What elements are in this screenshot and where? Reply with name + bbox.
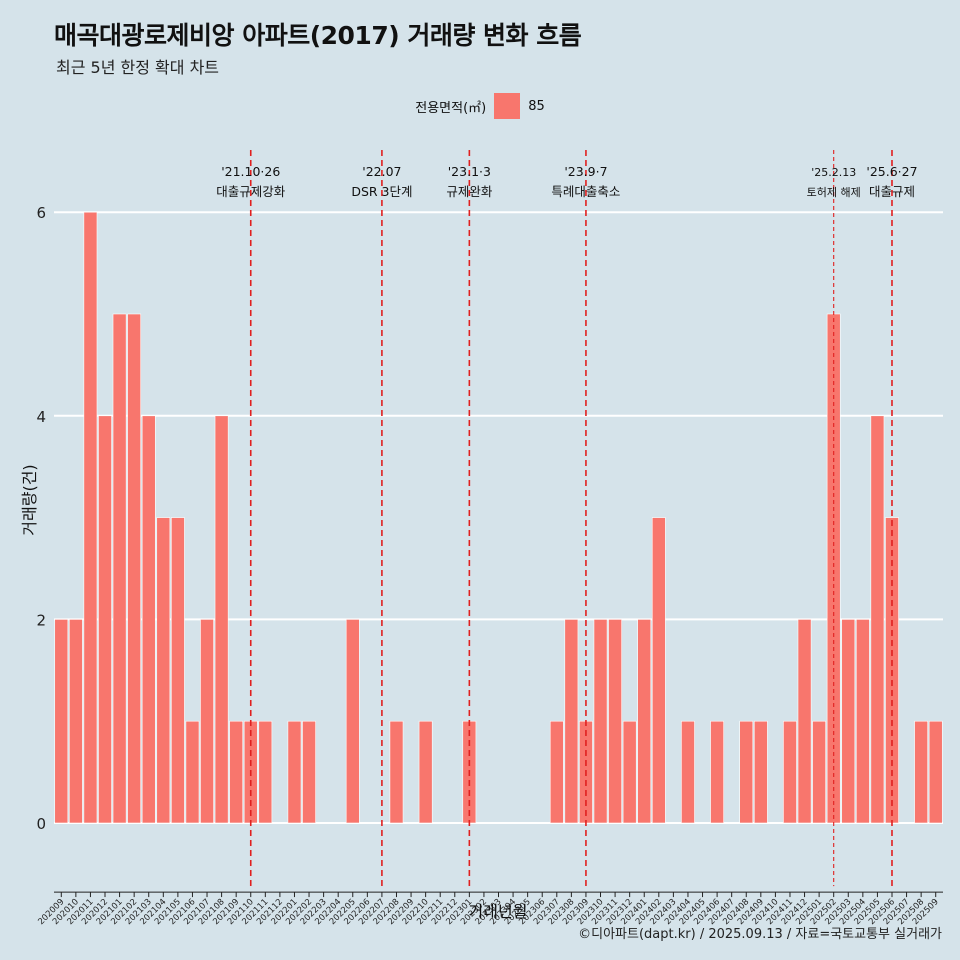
event-label: DSR 3단계 bbox=[351, 184, 412, 199]
bar bbox=[54, 619, 69, 824]
bar bbox=[229, 720, 244, 824]
bar bbox=[549, 720, 564, 824]
legend-title: 전용면적(㎡) bbox=[415, 100, 487, 116]
bar bbox=[345, 619, 360, 824]
bar bbox=[928, 720, 943, 824]
bar bbox=[797, 619, 812, 824]
bar bbox=[200, 619, 214, 824]
bar bbox=[83, 211, 98, 824]
bar bbox=[870, 415, 885, 824]
bar bbox=[389, 720, 404, 824]
bar bbox=[637, 619, 652, 824]
bar bbox=[112, 313, 127, 824]
legend: 전용면적(㎡) 85 bbox=[0, 93, 960, 119]
legend-label: 85 bbox=[528, 98, 545, 114]
event-date: '21.10·26 bbox=[221, 164, 280, 179]
bar bbox=[564, 619, 579, 824]
source-caption: ©디아파트(dapt.kr) / 2025.09.13 / 자료=국토교통부 실… bbox=[578, 927, 942, 942]
bar bbox=[69, 619, 83, 824]
event-date: '25.2.13 bbox=[811, 166, 856, 179]
bars bbox=[54, 211, 943, 824]
bar bbox=[418, 720, 433, 824]
bar bbox=[287, 720, 302, 824]
event-label: 대출규제 bbox=[869, 184, 915, 199]
event-label: 특례대출축소 bbox=[551, 184, 620, 199]
y-tick-label: 6 bbox=[36, 204, 46, 222]
bar bbox=[681, 720, 695, 824]
y-tick-label: 4 bbox=[36, 408, 46, 426]
bar bbox=[214, 415, 229, 824]
event-label: 토허제 해제 bbox=[807, 185, 861, 199]
y-tick-label: 2 bbox=[36, 611, 46, 629]
event-label: 대출규제강화 bbox=[216, 184, 286, 199]
y-axis-ticks: 0 2 4 6 bbox=[36, 204, 46, 833]
chart-subtitle: 최근 5년 한정 확대 차트 bbox=[56, 58, 220, 77]
bar bbox=[914, 720, 928, 824]
bar bbox=[783, 720, 797, 824]
bar bbox=[302, 720, 316, 824]
bar bbox=[141, 415, 156, 824]
bar bbox=[593, 619, 608, 824]
bar bbox=[127, 313, 142, 824]
bar bbox=[171, 517, 185, 824]
y-tick-label: 0 bbox=[36, 815, 46, 833]
bar bbox=[156, 517, 171, 824]
legend-swatch bbox=[494, 93, 521, 119]
bar bbox=[258, 720, 273, 824]
event-date: '23.9·7 bbox=[564, 164, 607, 179]
event-date: '25.6·27 bbox=[866, 164, 917, 179]
bar bbox=[812, 720, 826, 824]
bar bbox=[185, 720, 200, 824]
bar bbox=[608, 619, 622, 824]
event-label: 규제완화 bbox=[446, 184, 493, 199]
y-axis-label: 거래량(건) bbox=[20, 464, 39, 536]
bar bbox=[855, 619, 870, 824]
bar bbox=[651, 517, 666, 824]
bar bbox=[753, 720, 768, 824]
bar bbox=[841, 619, 856, 824]
event-date: '23.1·3 bbox=[448, 164, 491, 179]
event-date: '22.07 bbox=[362, 164, 401, 179]
event-annotations: '21.10·26 대출규제강화 '22.07 DSR 3단계 '23.1·3 규제완화 '… bbox=[216, 164, 917, 199]
bar bbox=[739, 720, 754, 824]
x-axis-label: 거래년월 bbox=[468, 902, 528, 921]
bar bbox=[98, 415, 112, 824]
chart-title: 매곡대광로제비앙 아파트(2017) 거래량 변화 흐름 bbox=[54, 21, 582, 50]
event-lines bbox=[249, 150, 893, 887]
bar bbox=[710, 720, 724, 824]
bar bbox=[622, 720, 637, 824]
